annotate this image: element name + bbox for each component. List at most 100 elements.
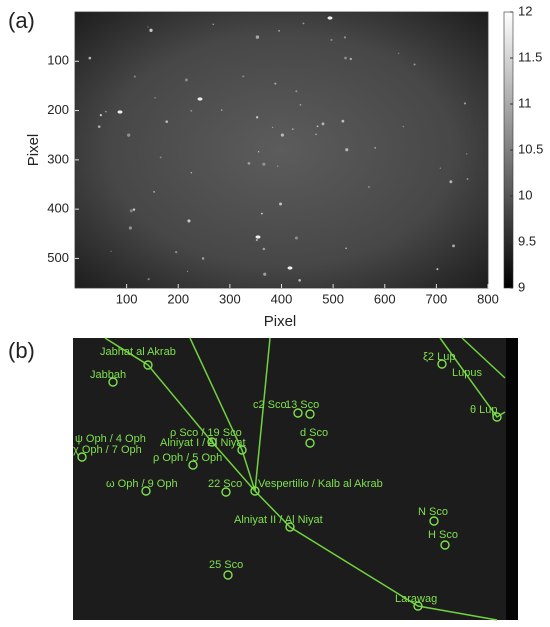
star-speck [397,52,400,55]
star-label: Jabhat al Akrab [100,346,176,358]
sensor-image [75,12,488,288]
star-speck [147,278,150,281]
star-speck [287,266,293,270]
star-speck [255,116,259,119]
star-speck [262,247,266,251]
panel-label: (a) [8,8,35,33]
star-label: Alniyat I / Al Niyat [160,437,246,449]
star-speck [255,235,261,239]
star-speck [345,148,349,152]
star-label: ρ Oph / 5 Oph [153,452,222,464]
star-label: 13 Sco [285,399,319,411]
colorbar-tick-label: 10.5 [518,141,543,156]
star-speck [341,119,345,123]
panel-label: (b) [8,338,35,363]
star-marker [221,487,231,497]
star-speck [343,36,347,39]
constellation-lines [104,337,506,621]
star-speck [190,171,193,174]
star-speck [129,209,133,213]
star-speck [345,247,347,250]
star-field-edge [506,338,518,620]
star-speck [274,82,277,85]
star-speck [280,133,284,137]
star-label: 25 Sco [209,559,243,571]
y-tick-label: 400 [47,201,69,216]
star-speck [299,104,302,106]
star-speck [466,178,469,181]
x-tick-label: 500 [322,291,344,306]
x-tick-label: 700 [426,291,448,306]
star-marker [188,460,198,470]
star-speck [221,109,223,111]
star-speck [344,56,347,60]
star-speck [255,35,260,39]
star-speck [242,75,245,78]
star-speck [165,120,169,124]
star-speck [88,56,92,60]
colorbar-tick-label: 9.5 [518,233,536,248]
star-speck [201,257,205,260]
star-label: Alniyat II / Al Niyat [234,514,323,526]
y-tick-label: 100 [47,53,69,68]
star-marker [108,377,118,387]
star-speck [316,125,319,128]
star-speck [330,38,333,42]
star-speck [436,268,439,271]
star-marker [440,540,450,550]
star-label: Vespertilio / Kalb al Akrab [258,478,383,490]
x-tick-label: 800 [477,291,499,306]
x-tick-label: 400 [271,291,293,306]
colorbar-tick-label: 10 [518,187,532,202]
star-speck [402,125,405,128]
star-speck [127,133,131,137]
star-speck [99,114,102,117]
star-speck [298,279,301,282]
star-speck [132,208,136,211]
star-speck [149,28,153,32]
star-marker [285,522,295,532]
star-marker [437,359,447,369]
star-marker [77,452,87,462]
star-marker [492,412,502,422]
star-speck [147,26,149,28]
star-marker [305,438,315,448]
y-tick-label: 300 [47,151,69,166]
star-speck [452,244,455,248]
star-label: χ Oph / 7 Oph [73,444,142,456]
star-speck [110,250,112,253]
star-speck [368,186,370,188]
star-label: N Sco [418,506,448,518]
star-speck [374,147,377,149]
star-speck [315,133,317,136]
star-speck [190,109,193,112]
x-axis-label: Pixel [264,313,297,330]
colorbar-tick-label: 9 [518,279,525,294]
star-marker [293,408,303,418]
star-speck [186,270,189,273]
star-speck [133,75,136,78]
star-speck [439,167,442,169]
star-speck [212,23,214,25]
star-speck [154,97,156,99]
star-label: c2 Sco [253,399,287,411]
star-speck [327,16,333,20]
star-label: Lupus [452,367,482,379]
star-speck [321,122,325,126]
star-label: Jabbah [90,369,126,381]
colorbar-tick-label: 11 [518,95,532,110]
star-label: Larawag [395,593,437,605]
star-speck [117,110,123,114]
x-tick-label: 200 [167,291,189,306]
star-speck [260,212,263,215]
star-speck [272,126,274,128]
star-speck [413,63,416,66]
star-speck [255,238,258,242]
star-label: d Sco [300,427,328,439]
star-marker [250,486,260,496]
star-speck [128,226,133,230]
star-speck [187,219,191,223]
star-speck [463,102,467,105]
star-marker [207,437,217,447]
